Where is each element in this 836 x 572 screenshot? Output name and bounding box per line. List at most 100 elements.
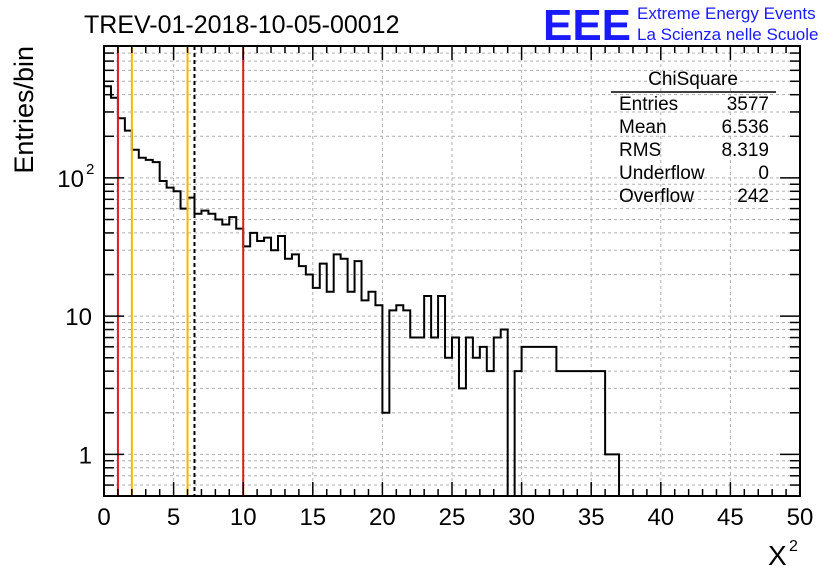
histogram-bin-51 [459,388,466,496]
histogram-bin-21 [250,233,257,496]
histogram-bin-22 [257,241,264,496]
histogram-bin-23 [264,238,271,496]
histogram-bin-70 [591,371,598,496]
histogram-bin-7 [153,162,160,496]
histogram-bin-8 [160,181,167,496]
stats-title: ChiSquare [648,69,738,90]
histogram-bin-63 [542,347,549,496]
histogram-bin-72 [605,454,612,496]
stats-value-underflow: 0 [758,163,769,184]
histogram-bin-46 [424,296,431,496]
x-axis-label-superscript: 2 [789,538,798,555]
histogram-bin-53 [473,358,480,496]
histogram-bin-18 [229,217,236,496]
histogram-bin-61 [529,347,536,496]
histogram-bin-64 [549,347,556,496]
histogram-bin-43 [403,310,410,496]
stats-value-mean: 6.536 [721,117,769,138]
stats-label-overflow: Overflow [619,186,694,207]
histogram-bin-5 [139,158,146,496]
histogram-bin-25 [278,236,285,496]
histogram-bin-20 [243,246,250,496]
histogram-bin-38 [368,292,375,496]
x-tick-label-3: 15 [299,504,326,531]
histogram-bin-50 [452,338,459,496]
histogram-bin-31 [320,264,327,496]
histogram-bin-54 [480,347,487,496]
stats-value-rms: 8.319 [721,140,769,161]
histogram-bin-55 [487,371,494,496]
histogram-bin-41 [389,310,396,496]
histogram-bin-49 [445,358,452,496]
logo-line-1: Extreme Energy Events [637,4,816,23]
y-tick-label-0: 1 [79,442,92,469]
x-axis: 0 5 10 15 20 25 30 35 40 45 50 [97,46,813,531]
x-axis-label: X 2 [768,538,798,571]
histogram-bin-60 [522,347,529,496]
histogram-bin-32 [327,292,334,496]
stats-value-overflow: 242 [737,186,769,207]
histogram-bin-28 [299,266,306,496]
x-tick-label-7: 35 [578,504,605,531]
histogram-bin-71 [598,371,605,496]
histogram-bin-35 [348,292,355,496]
histogram-bin-52 [466,338,473,496]
histogram-bin-13 [194,214,201,496]
histogram-bin-17 [222,225,229,496]
histogram-bin-1 [111,98,118,496]
histogram-bin-0 [104,86,111,496]
x-tick-label-0: 0 [97,504,110,531]
histogram-bin-66 [563,371,570,496]
histogram-bin-19 [236,229,243,496]
x-tick-label-10: 50 [787,504,814,531]
histogram-bin-48 [438,296,445,496]
x-tick-label-5: 25 [439,504,466,531]
histogram-bin-15 [208,214,215,496]
stats-value-entries: 3577 [727,94,769,115]
eee-logo: EEE Extreme Energy Events La Scienza nel… [543,1,818,50]
stats-box: ChiSquare Entries 3577 Mean 6.536 RMS 8.… [611,69,776,207]
histogram-bin-29 [306,275,313,496]
x-axis-label-main: X [768,540,787,571]
x-tick-label-6: 30 [508,504,535,531]
histogram-bin-56 [494,338,501,496]
histogram-bin-39 [375,305,382,496]
stats-label-underflow: Underflow [619,163,705,184]
histogram-step-line [104,85,800,497]
histogram-bin-6 [146,160,153,496]
histogram-bin-47 [431,338,438,496]
histogram-bin-42 [396,305,403,496]
histogram-bin-65 [556,371,563,496]
stats-label-rms: RMS [619,140,661,161]
x-tick-label-8: 40 [647,504,674,531]
x-tick-label-2: 10 [230,504,257,531]
histogram-bin-4 [132,150,139,496]
histogram-bin-69 [584,371,591,496]
histogram-bin-30 [313,288,320,496]
histogram-bin-34 [341,259,348,496]
histogram-bin-59 [515,371,522,496]
histogram-bin-16 [215,220,222,496]
histogram-bin-62 [536,347,543,496]
histogram-bin-68 [577,371,584,496]
histogram-bin-27 [292,254,299,496]
x-tick-label-9: 45 [717,504,744,531]
eee-logo-mark: EEE [543,1,631,50]
histogram-bin-3 [125,131,132,496]
histogram-bin-67 [570,371,577,496]
histogram-bin-14 [201,211,208,496]
histogram-bin-36 [355,261,362,496]
y-tick-label-1: 10 [65,304,92,331]
histogram-bin-9 [167,188,174,496]
histogram-bin-44 [410,338,417,496]
chart-title: TREV-01-2018-10-05-00012 [84,11,399,39]
stats-label-entries: Entries [619,94,678,115]
histogram-bin-33 [334,254,341,496]
histogram [104,85,800,497]
histogram-bin-40 [382,413,389,496]
histogram-bin-57 [501,330,508,496]
logo-line-2: La Scienza nelle Scuole [637,25,818,44]
